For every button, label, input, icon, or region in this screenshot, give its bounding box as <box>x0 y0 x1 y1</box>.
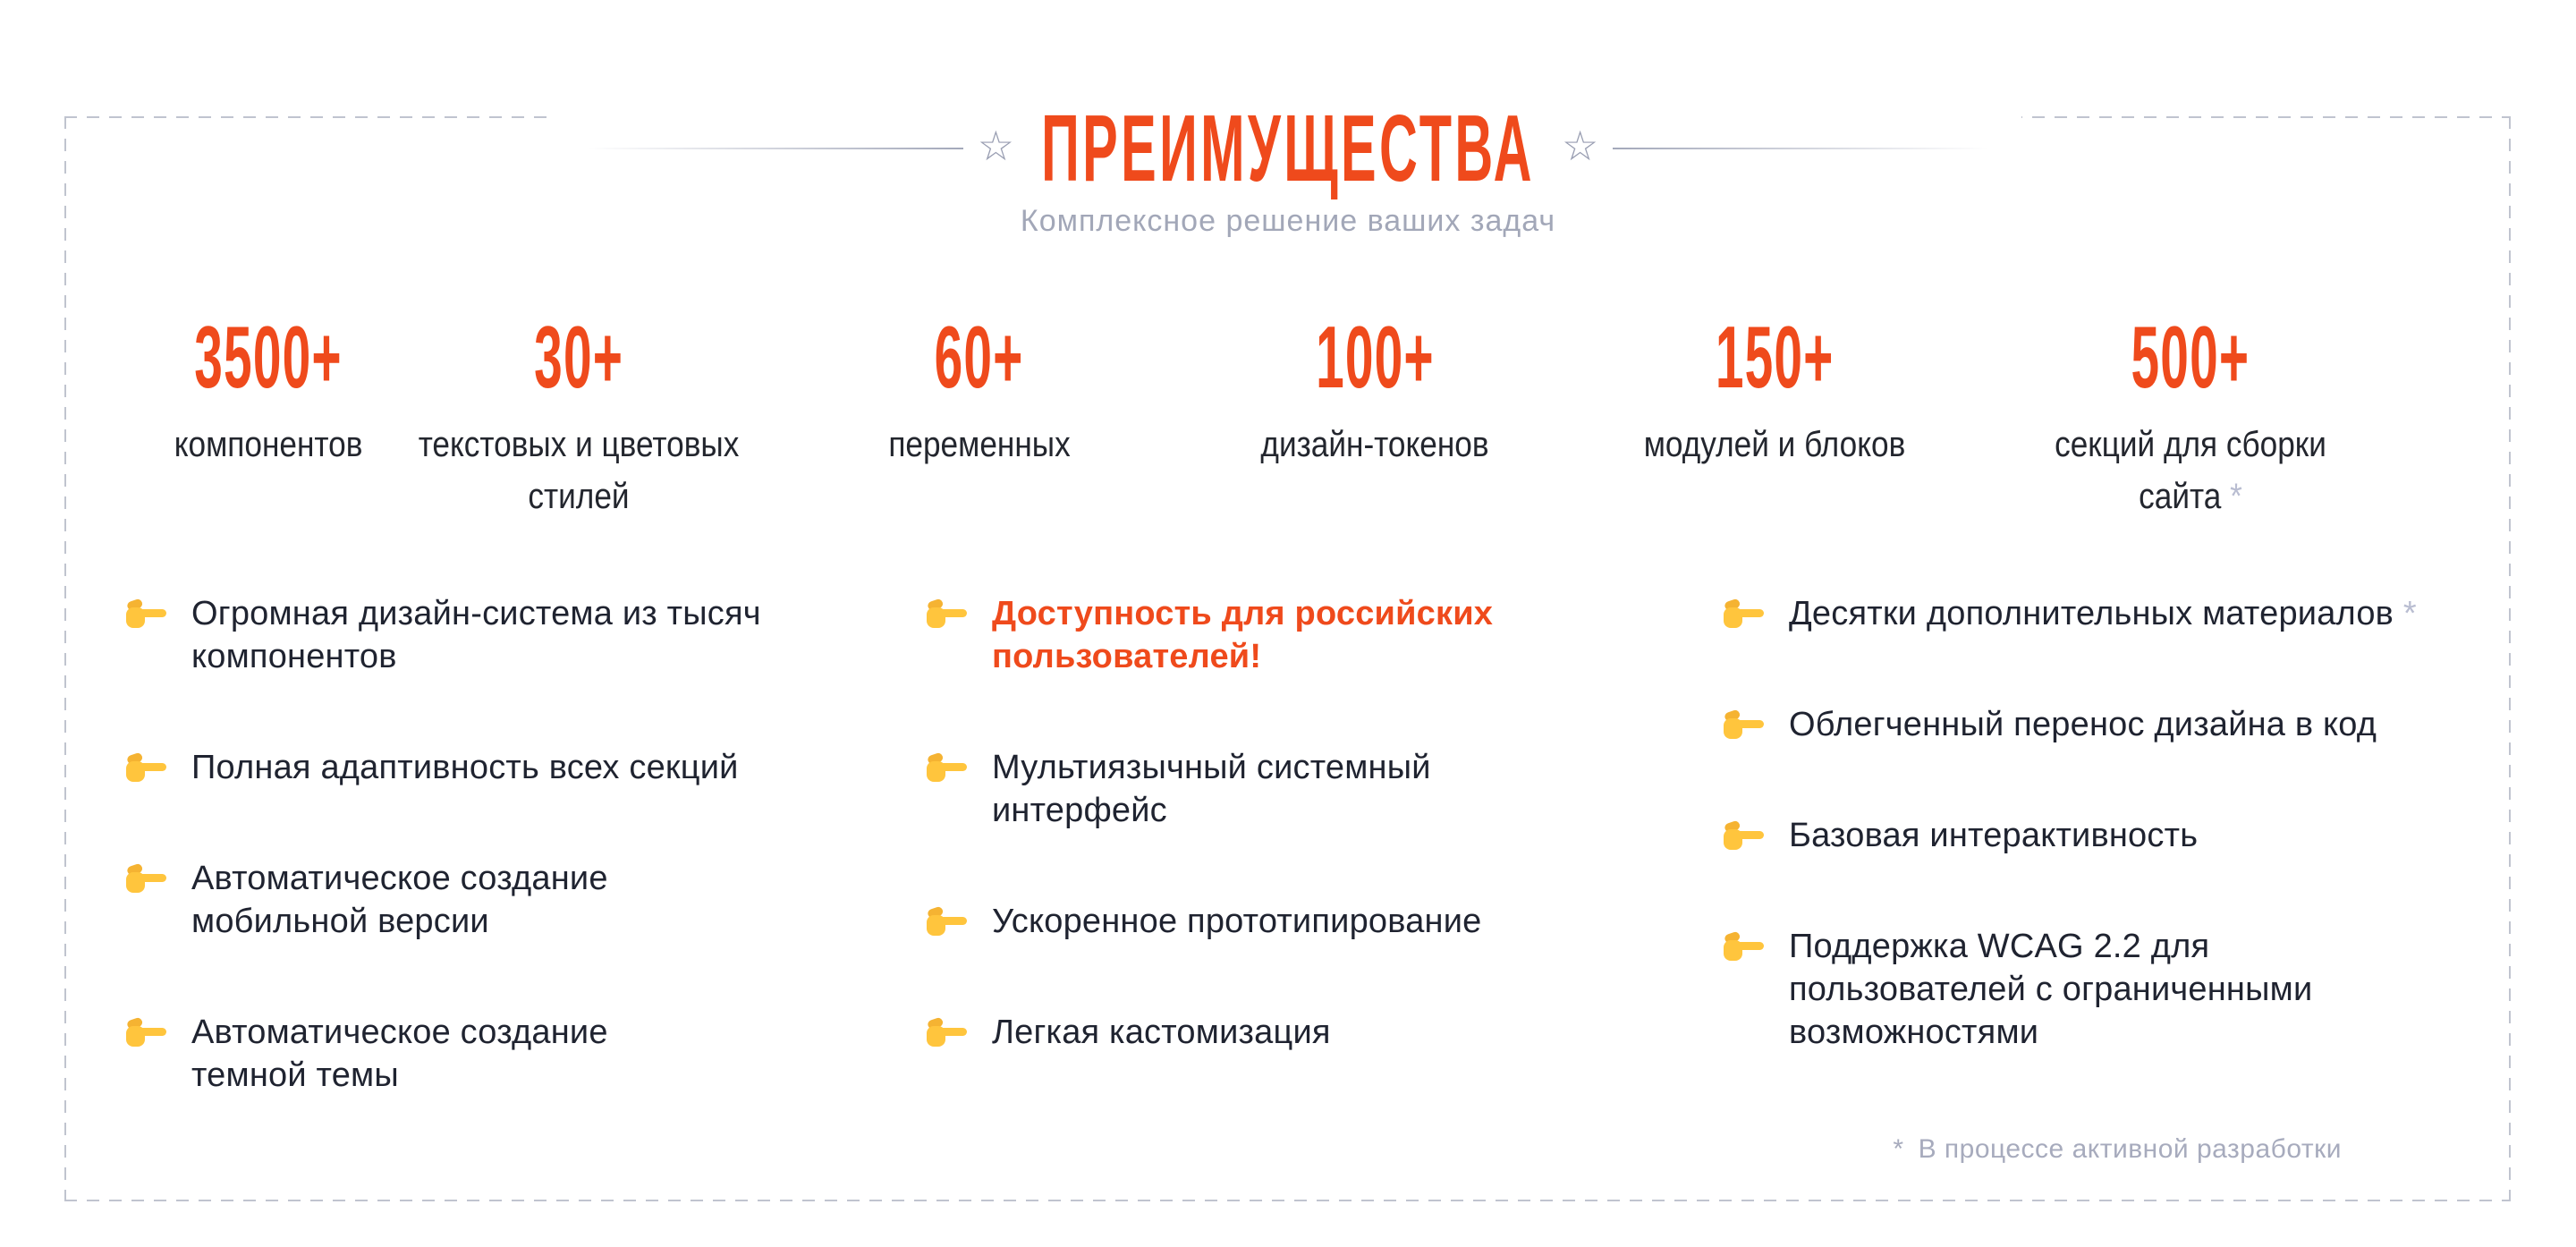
stat-variables: 60+ переменных <box>876 313 1082 471</box>
list-item: Мультиязычный системный интерфейс <box>926 746 1546 832</box>
pointing-hand-icon <box>126 1017 166 1047</box>
frame-edge-bottom <box>64 1200 2511 1201</box>
feature-text: Автоматическое создание темной темы <box>191 1014 608 1094</box>
list-item: Автоматическое создание темной темы <box>125 1011 782 1097</box>
feature-text: Мультиязычный системный интерфейс <box>992 749 1431 829</box>
feature-text: Облегченный перенос дизайна в код <box>1789 706 2377 743</box>
list-item: Базовая интерактивность <box>1723 814 2433 857</box>
stat-label: секций для сборки сайта * <box>2021 419 2360 522</box>
stat-label: переменных <box>888 425 1071 464</box>
stat-value: 30+ <box>534 308 623 406</box>
stat-value: 100+ <box>1315 308 1435 406</box>
stat-label: компонентов <box>174 425 363 464</box>
star-outline-icon: ☆ <box>1562 122 1599 170</box>
features-column-3: Десятки дополнительных материалов * Обле… <box>1723 592 2433 1054</box>
feature-text: Поддержка WCAG 2.2 для пользователей с о… <box>1789 928 2313 1051</box>
asterisk-marker: * <box>2230 477 2242 516</box>
feature-text: Легкая кастомизация <box>992 1014 1331 1051</box>
feature-text: Ускоренное прототипирование <box>992 903 1482 940</box>
feature-text-highlight: Доступность для российских пользователей… <box>992 595 1494 675</box>
features-column-1: Огромная дизайн-система из тысяч компоне… <box>125 592 782 1097</box>
pointing-hand-icon <box>1724 598 1764 628</box>
stat-value: 3500+ <box>194 308 343 406</box>
list-item: Доступность для российских пользователей… <box>926 592 1546 678</box>
stat-value: 500+ <box>2131 308 2250 406</box>
decor-line-right <box>1613 148 1989 149</box>
stat-components: 3500+ компонентов <box>140 313 395 471</box>
pointing-hand-icon <box>927 906 967 936</box>
features-column-2: Доступность для российских пользователей… <box>926 592 1546 1054</box>
footnote-text: В процессе активной разработки <box>1918 1134 2342 1164</box>
pointing-hand-icon <box>126 598 166 628</box>
stat-label: модулей и блоков <box>1643 425 1906 464</box>
list-item: Автоматическое создание мобильной версии <box>125 857 782 943</box>
list-item: Поддержка WCAG 2.2 для пользователей с о… <box>1723 925 2433 1054</box>
stat-modules: 150+ модулей и блоков <box>1626 313 1923 471</box>
feature-text: Автоматическое создание мобильной версии <box>191 860 608 940</box>
decor-line-left <box>587 148 963 149</box>
title-box: ПРЕИМУЩЕСТВА <box>1029 89 1547 208</box>
stat-design-tokens: 100+ дизайн-токенов <box>1245 313 1504 471</box>
feature-text: Огромная дизайн-система из тысяч компоне… <box>191 595 761 675</box>
pointing-hand-icon <box>1724 709 1764 739</box>
stat-label-text: секций для сборки сайта <box>2055 425 2326 516</box>
feature-text: Базовая интерактивность <box>1789 817 2199 854</box>
pointing-hand-icon <box>1724 820 1764 850</box>
pointing-hand-icon <box>1724 931 1764 961</box>
page-title: ПРЕИМУЩЕСТВА <box>1041 96 1535 201</box>
star-outline-icon: ☆ <box>977 122 1014 170</box>
list-item: Облегченный перенос дизайна в код <box>1723 703 2433 746</box>
pointing-hand-icon <box>126 752 166 782</box>
feature-text-main: Десятки дополнительных материалов <box>1789 595 2394 632</box>
stat-value: 60+ <box>935 308 1024 406</box>
feature-text: Полная адаптивность всех секций <box>191 749 739 786</box>
list-item: Десятки дополнительных материалов * <box>1723 592 2433 635</box>
stat-sections: 500+ секций для сборки сайта * <box>1998 313 2384 522</box>
list-item: Полная адаптивность всех секций <box>125 746 782 789</box>
frame-edge-right <box>2509 116 2511 1201</box>
stat-label: дизайн-токенов <box>1260 425 1489 464</box>
stat-styles: 30+ текстовых и цветовых стилей <box>391 313 767 522</box>
pointing-hand-icon <box>126 863 166 893</box>
frame-edge-left <box>64 116 66 1201</box>
feature-text: Десятки дополнительных материалов * <box>1789 592 2417 635</box>
pointing-hand-icon <box>927 598 967 628</box>
list-item: Ускоренное прототипирование <box>926 900 1546 943</box>
stat-label: текстовых и цветовых стилей <box>418 425 740 516</box>
list-item: Легкая кастомизация <box>926 1011 1546 1054</box>
section-subtitle: Комплексное решение ваших задач <box>1020 204 1556 238</box>
pointing-hand-icon <box>927 1017 967 1047</box>
stat-value: 150+ <box>1715 308 1835 406</box>
asterisk-marker: * <box>2402 595 2417 632</box>
section-header: ☆ ПРЕИМУЩЕСТВА ☆ <box>555 89 2021 208</box>
footnote-asterisk: * <box>1893 1134 1904 1164</box>
pointing-hand-icon <box>927 752 967 782</box>
list-item: Огромная дизайн-система из тысяч компоне… <box>125 592 782 678</box>
footnote: * В процессе активной разработки <box>1893 1134 2342 1165</box>
